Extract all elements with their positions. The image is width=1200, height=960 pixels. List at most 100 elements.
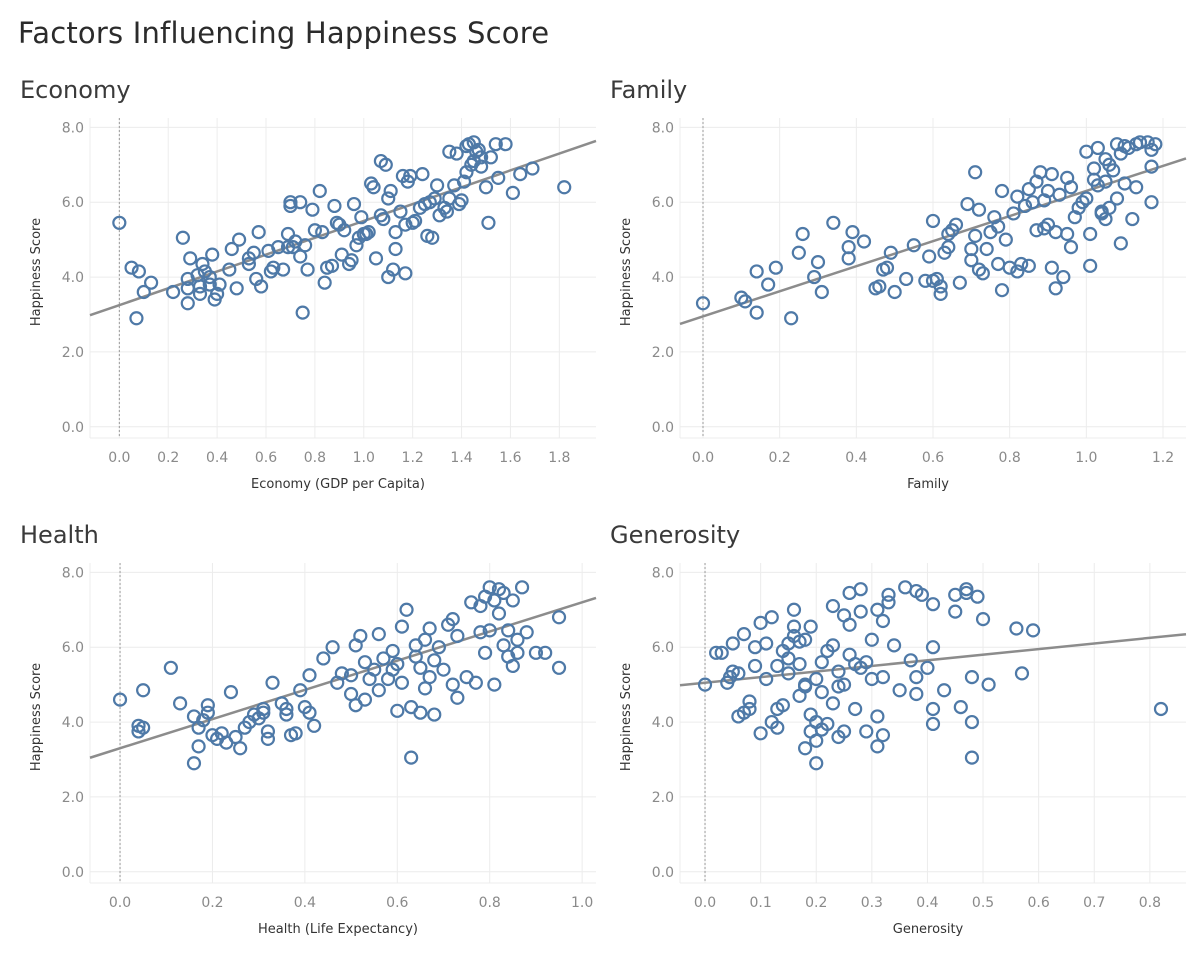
- generosity-data-point[interactable]: [925, 640, 941, 655]
- economy-data-point[interactable]: [386, 262, 401, 277]
- family-data-point[interactable]: [1083, 226, 1098, 242]
- generosity-data-point[interactable]: [770, 720, 785, 735]
- family-data-point[interactable]: [879, 260, 895, 275]
- family-data-point[interactable]: [1144, 195, 1159, 210]
- generosity-data-point[interactable]: [764, 610, 779, 625]
- family-data-point[interactable]: [1140, 135, 1155, 150]
- generosity-data-point[interactable]: [781, 651, 796, 666]
- generosity-data-point[interactable]: [964, 670, 980, 685]
- family-data-point[interactable]: [1040, 217, 1056, 232]
- economy-data-point[interactable]: [439, 204, 454, 219]
- health-data-point[interactable]: [528, 645, 544, 660]
- economy-data-point[interactable]: [324, 258, 340, 273]
- economy-data-point[interactable]: [327, 198, 342, 214]
- generosity-data-point[interactable]: [903, 653, 918, 668]
- family-data-point[interactable]: [1010, 189, 1025, 204]
- family-data-point[interactable]: [1113, 236, 1128, 251]
- family-data-point[interactable]: [1090, 178, 1105, 193]
- economy-data-point[interactable]: [307, 223, 322, 238]
- health-data-point[interactable]: [399, 602, 414, 617]
- family-data-point[interactable]: [998, 232, 1013, 247]
- economy-data-point[interactable]: [205, 247, 220, 262]
- family-data-point[interactable]: [952, 275, 967, 290]
- generosity-data-point[interactable]: [920, 660, 935, 675]
- family-data-point[interactable]: [845, 225, 860, 240]
- economy-data-point[interactable]: [202, 269, 217, 285]
- generosity-data-point[interactable]: [836, 677, 852, 692]
- health-data-point[interactable]: [496, 585, 511, 601]
- generosity-data-point[interactable]: [820, 716, 835, 732]
- family-data-point[interactable]: [925, 213, 941, 229]
- family-data-point[interactable]: [695, 296, 711, 311]
- economy-data-point[interactable]: [488, 137, 503, 152]
- generosity-data-point[interactable]: [770, 658, 785, 674]
- generosity-data-point[interactable]: [697, 677, 713, 692]
- generosity-data-point[interactable]: [747, 658, 763, 674]
- family-data-point[interactable]: [795, 226, 810, 242]
- family-data-point[interactable]: [1029, 223, 1044, 238]
- family-data-point[interactable]: [971, 262, 987, 277]
- generosity-data-point[interactable]: [781, 666, 796, 681]
- generosity-data-point[interactable]: [881, 595, 896, 610]
- economy-data-point[interactable]: [241, 256, 256, 272]
- economy-data-point[interactable]: [337, 223, 352, 238]
- family-data-point[interactable]: [791, 245, 806, 260]
- generosity-data-point[interactable]: [831, 664, 846, 679]
- health-data-point[interactable]: [427, 653, 442, 668]
- economy-data-point[interactable]: [474, 150, 489, 165]
- generosity-data-point[interactable]: [825, 638, 841, 653]
- health-data-point[interactable]: [136, 683, 151, 698]
- health-data-point[interactable]: [482, 580, 497, 595]
- family-data-point[interactable]: [922, 249, 937, 264]
- generosity-data-point[interactable]: [803, 619, 818, 634]
- economy-data-point[interactable]: [454, 193, 469, 208]
- economy-data-point[interactable]: [378, 157, 393, 172]
- family-data-point[interactable]: [841, 240, 856, 255]
- family-data-point[interactable]: [734, 290, 749, 305]
- economy-data-point[interactable]: [425, 230, 440, 245]
- generosity-data-point[interactable]: [853, 604, 868, 619]
- economy-data-point[interactable]: [366, 180, 381, 195]
- generosity-data-point[interactable]: [786, 602, 802, 617]
- economy-data-point[interactable]: [202, 277, 217, 292]
- health-data-point[interactable]: [223, 685, 239, 700]
- generosity-data-point[interactable]: [914, 587, 929, 602]
- economy-data-point[interactable]: [232, 232, 247, 247]
- economy-data-point[interactable]: [415, 167, 430, 182]
- health-data-point[interactable]: [394, 619, 410, 634]
- family-data-point[interactable]: [810, 254, 826, 270]
- family-data-point[interactable]: [1132, 135, 1148, 150]
- health-data-point[interactable]: [260, 731, 276, 747]
- health-data-point[interactable]: [371, 683, 386, 698]
- generosity-data-point[interactable]: [886, 638, 902, 653]
- economy-data-point[interactable]: [449, 146, 464, 161]
- economy-data-point[interactable]: [498, 137, 513, 152]
- family-data-point[interactable]: [929, 271, 944, 287]
- generosity-data-point[interactable]: [753, 726, 768, 741]
- family-data-point[interactable]: [975, 266, 990, 281]
- economy-data-point[interactable]: [251, 225, 266, 240]
- family-data-point[interactable]: [1048, 225, 1063, 240]
- family-data-point[interactable]: [1106, 163, 1121, 178]
- health-data-point[interactable]: [316, 651, 331, 666]
- family-data-point[interactable]: [749, 264, 764, 279]
- generosity-data-point[interactable]: [864, 632, 879, 647]
- family-data-point[interactable]: [933, 279, 948, 294]
- generosity-data-point[interactable]: [1014, 666, 1030, 681]
- health-data-point[interactable]: [191, 739, 206, 754]
- economy-data-point[interactable]: [166, 284, 181, 300]
- economy-data-point[interactable]: [180, 296, 195, 311]
- family-data-point[interactable]: [1044, 260, 1059, 275]
- family-data-point[interactable]: [968, 165, 983, 180]
- health-data-point[interactable]: [343, 668, 359, 683]
- family-data-point[interactable]: [1063, 180, 1079, 195]
- family-data-point[interactable]: [964, 241, 979, 257]
- economy-data-point[interactable]: [505, 185, 520, 200]
- health-data-point[interactable]: [325, 640, 340, 655]
- economy-data-point[interactable]: [212, 277, 227, 292]
- generosity-data-point[interactable]: [870, 739, 885, 754]
- family-data-point[interactable]: [887, 284, 902, 300]
- health-data-point[interactable]: [376, 651, 391, 666]
- generosity-data-point[interactable]: [1153, 701, 1169, 717]
- health-data-point[interactable]: [186, 756, 202, 771]
